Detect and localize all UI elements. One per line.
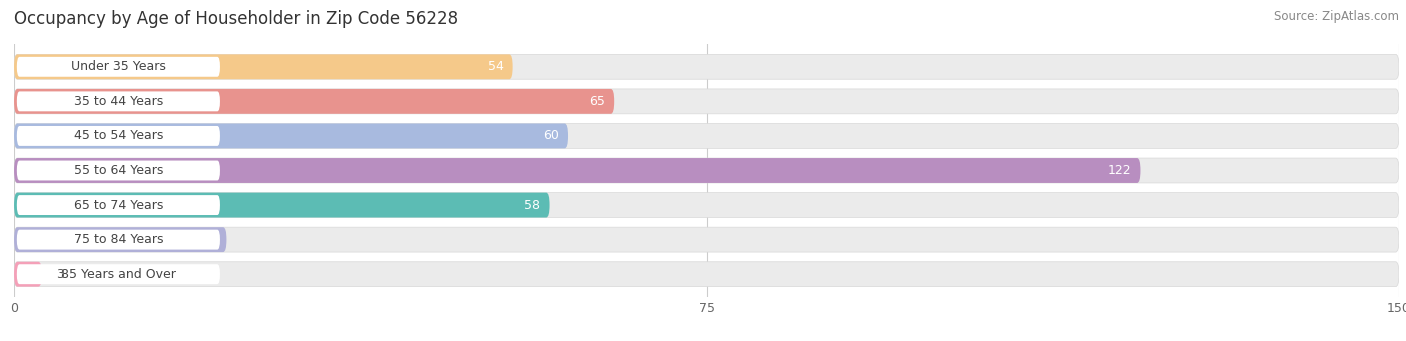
Text: 35 to 44 Years: 35 to 44 Years: [73, 95, 163, 108]
FancyBboxPatch shape: [14, 262, 42, 287]
Text: 65 to 74 Years: 65 to 74 Years: [73, 198, 163, 211]
FancyBboxPatch shape: [17, 161, 219, 180]
Text: 60: 60: [543, 130, 558, 143]
FancyBboxPatch shape: [14, 89, 614, 114]
Text: 54: 54: [488, 60, 503, 73]
FancyBboxPatch shape: [14, 227, 226, 252]
Text: 75 to 84 Years: 75 to 84 Years: [73, 233, 163, 246]
FancyBboxPatch shape: [17, 230, 219, 250]
Text: 3: 3: [56, 268, 63, 281]
Text: 65: 65: [589, 95, 605, 108]
Text: 45 to 54 Years: 45 to 54 Years: [73, 130, 163, 143]
FancyBboxPatch shape: [14, 193, 1399, 218]
Text: 55 to 64 Years: 55 to 64 Years: [73, 164, 163, 177]
FancyBboxPatch shape: [17, 264, 219, 284]
FancyBboxPatch shape: [14, 158, 1140, 183]
FancyBboxPatch shape: [14, 54, 513, 79]
FancyBboxPatch shape: [14, 227, 1399, 252]
FancyBboxPatch shape: [14, 193, 550, 218]
FancyBboxPatch shape: [17, 195, 219, 215]
Text: Source: ZipAtlas.com: Source: ZipAtlas.com: [1274, 10, 1399, 23]
Text: 122: 122: [1108, 164, 1132, 177]
FancyBboxPatch shape: [14, 123, 1399, 148]
Text: Under 35 Years: Under 35 Years: [70, 60, 166, 73]
FancyBboxPatch shape: [17, 57, 219, 77]
Text: 23: 23: [201, 233, 217, 246]
Text: Occupancy by Age of Householder in Zip Code 56228: Occupancy by Age of Householder in Zip C…: [14, 10, 458, 28]
Text: 58: 58: [524, 198, 540, 211]
FancyBboxPatch shape: [14, 158, 1399, 183]
FancyBboxPatch shape: [17, 91, 219, 111]
FancyBboxPatch shape: [14, 123, 568, 148]
Text: 85 Years and Over: 85 Years and Over: [60, 268, 176, 281]
FancyBboxPatch shape: [14, 262, 1399, 287]
FancyBboxPatch shape: [17, 126, 219, 146]
FancyBboxPatch shape: [14, 89, 1399, 114]
FancyBboxPatch shape: [14, 54, 1399, 79]
